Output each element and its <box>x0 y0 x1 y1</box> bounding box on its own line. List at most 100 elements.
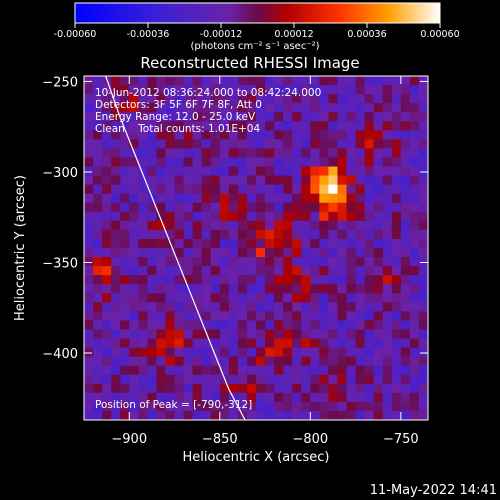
heatmap-cell <box>201 193 212 204</box>
heatmap-cell <box>219 121 230 131</box>
heatmap-cell <box>382 329 393 339</box>
heatmap-cell <box>246 202 257 213</box>
heatmap-cell <box>265 85 275 95</box>
heatmap-cell <box>418 401 428 412</box>
heatmap-cell <box>174 311 184 321</box>
heatmap-cell <box>319 257 329 267</box>
heatmap-cell <box>409 184 420 195</box>
heatmap-cell <box>129 329 139 339</box>
heatmap-cell <box>237 121 248 131</box>
heatmap-cell <box>283 121 293 131</box>
heatmap-cell <box>237 257 248 267</box>
heatmap-cell <box>174 275 184 285</box>
annotation-peak-position: Position of Peak = [-790,-312] <box>95 399 252 411</box>
heatmap-cell <box>382 347 393 358</box>
heatmap-cell <box>292 85 302 95</box>
heatmap-cell <box>364 311 375 321</box>
heatmap-cell <box>111 266 121 276</box>
heatmap-cell <box>219 410 230 420</box>
heatmap-cell <box>93 293 103 303</box>
heatmap-cell <box>237 302 248 312</box>
heatmap-cell <box>120 193 130 204</box>
heatmap-cell <box>111 157 121 167</box>
heatmap-cell <box>391 302 402 312</box>
heatmap-cell <box>400 76 411 86</box>
heatmap-cell <box>102 338 112 348</box>
heatmap-cell <box>120 85 130 95</box>
heatmap-cell <box>228 248 239 258</box>
heatmap-cell <box>138 238 148 249</box>
heatmap-cell <box>228 320 239 330</box>
heatmap-cell <box>319 211 329 222</box>
heatmap-cell <box>418 202 428 213</box>
heatmap-cell <box>93 257 103 267</box>
heatmap-cell <box>210 76 221 86</box>
heatmap-cell <box>174 166 184 176</box>
heatmap-cell <box>337 293 347 303</box>
heatmap-cell <box>192 347 203 358</box>
heatmap-cell <box>120 229 130 240</box>
heatmap-cell <box>237 184 248 195</box>
heatmap-cell <box>111 248 121 258</box>
heatmap-cell <box>147 157 157 167</box>
heatmap-cell <box>319 157 329 167</box>
heatmap-cell <box>283 302 293 312</box>
heatmap-cell <box>165 85 175 95</box>
heatmap-cell <box>183 193 194 204</box>
heatmap-cell <box>274 329 284 339</box>
heatmap-cell <box>346 121 356 131</box>
heatmap-cell <box>93 374 103 385</box>
heatmap-cell <box>283 148 293 158</box>
heatmap-cell <box>391 338 402 348</box>
heatmap-cell <box>102 193 112 204</box>
heatmap-cell <box>328 139 338 149</box>
heatmap-cell <box>246 410 257 420</box>
heatmap-cell <box>364 184 375 195</box>
heatmap-cell <box>400 166 411 176</box>
annotation-time-range: 10-Jun-2012 08:36:24.000 to 08:42:24.000 <box>95 87 321 99</box>
heatmap-cell <box>265 383 275 394</box>
heatmap-cell <box>328 103 338 113</box>
heatmap-cell <box>111 320 121 330</box>
heatmap-cell <box>283 293 293 303</box>
heatmap-cell <box>364 229 375 240</box>
heatmap-cell <box>400 401 411 412</box>
heatmap-cell <box>391 175 402 186</box>
heatmap-cell <box>319 121 329 131</box>
heatmap-cell <box>391 184 402 195</box>
heatmap-cell <box>310 356 320 367</box>
heatmap-cell <box>165 401 175 412</box>
heatmap-cell <box>328 202 338 213</box>
heatmap-cell <box>337 148 347 158</box>
heatmap-cell <box>210 202 221 213</box>
heatmap-cell <box>400 229 411 240</box>
heatmap-cell <box>129 365 139 376</box>
heatmap-cell <box>319 94 329 104</box>
heatmap-cell <box>102 139 112 149</box>
heatmap-cell <box>319 365 329 376</box>
heatmap-cell <box>328 112 338 122</box>
colorbar-tick-label: -0.00060 <box>54 29 97 40</box>
heatmap-cell <box>120 238 130 249</box>
heatmap-cell <box>84 94 94 104</box>
heatmap-cell <box>138 130 148 140</box>
heatmap-cell <box>192 229 203 240</box>
heatmap-cell <box>93 148 103 158</box>
heatmap-cell <box>138 329 148 339</box>
heatmap-cell <box>310 365 320 376</box>
heatmap-cell <box>165 410 175 420</box>
heatmap-cell <box>382 157 393 167</box>
heatmap-cell <box>400 238 411 249</box>
heatmap-cell <box>156 365 166 376</box>
heatmap-cell <box>391 85 402 95</box>
heatmap-cell <box>283 184 293 195</box>
heatmap-cell <box>174 320 184 330</box>
heatmap-cell <box>409 347 420 358</box>
heatmap-cell <box>382 383 393 394</box>
heatmap-cell <box>292 365 302 376</box>
heatmap-cell <box>138 311 148 321</box>
heatmap-cell <box>310 293 320 303</box>
heatmap-cell <box>138 293 148 303</box>
heatmap-cell <box>409 121 420 131</box>
heatmap-cell <box>147 410 157 420</box>
